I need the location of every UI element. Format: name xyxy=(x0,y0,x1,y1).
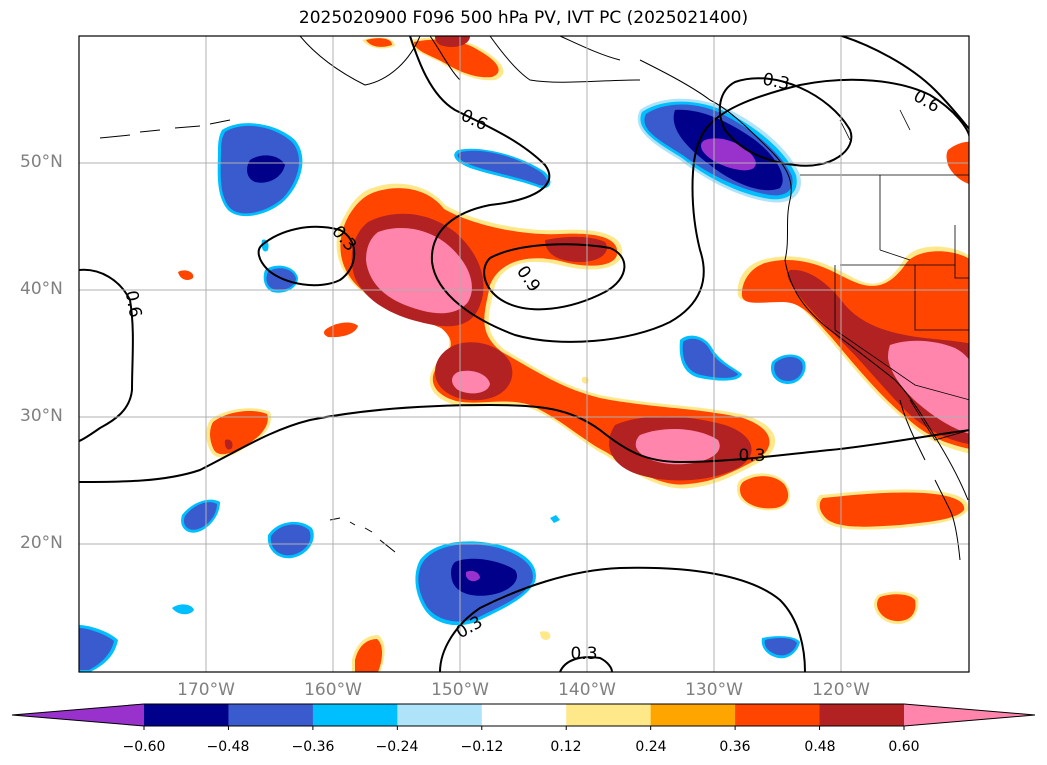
contour-label: 0.3 xyxy=(570,644,597,664)
colorbar-tick-label: −0.60 xyxy=(122,739,166,755)
positive-anomaly-region xyxy=(736,473,969,625)
contour-lines xyxy=(79,36,969,672)
contour-line xyxy=(559,656,613,672)
colorbar-tick-label: −0.12 xyxy=(460,739,504,755)
lon-label: 170°W xyxy=(177,680,235,700)
contour-line xyxy=(257,225,356,287)
colorbar-cell xyxy=(228,704,314,726)
colorbar-extension-low xyxy=(12,704,144,726)
contour-label: 0.6 xyxy=(458,106,491,136)
colorbar-cell xyxy=(144,704,229,726)
colorbar-tick-label: 0.48 xyxy=(804,739,836,755)
gridlines xyxy=(79,36,969,672)
positive-anomaly-region xyxy=(178,36,589,672)
political-border xyxy=(800,109,969,441)
colorbar-cell xyxy=(397,704,483,726)
contour-label: 0.6 xyxy=(121,289,145,319)
contour-label: 0.3 xyxy=(761,70,792,95)
contour-line xyxy=(439,566,806,672)
colorbar-extension-high xyxy=(904,704,1035,726)
colorbar-tick-label: 0.60 xyxy=(888,739,920,755)
colorbar-cell xyxy=(819,704,905,726)
colorbar-cell xyxy=(735,704,821,726)
contour-line xyxy=(79,268,134,442)
contour-line xyxy=(483,243,626,311)
contour-label: 0.9 xyxy=(512,262,544,296)
plot-frame xyxy=(78,35,970,673)
colorbar-tick-label: −0.48 xyxy=(206,739,250,755)
colorbar-tick-label: −0.24 xyxy=(375,739,419,755)
lat-label: 30°N xyxy=(20,406,63,426)
lat-label: 50°N xyxy=(20,152,63,172)
colorbar-cell xyxy=(312,704,398,726)
colorbar-tick-label: −0.36 xyxy=(291,739,335,755)
colorbar-cell xyxy=(566,704,652,726)
contour-label: 0.6 xyxy=(910,86,943,117)
colorbar xyxy=(11,703,1036,730)
colorbar-tick-label: 0.12 xyxy=(550,739,582,755)
lat-label: 20°N xyxy=(20,533,63,553)
contour-label: 0.3 xyxy=(738,446,765,466)
colorbar-tick-label: 0.24 xyxy=(635,739,667,755)
positive-anomaly-region xyxy=(737,141,969,454)
lon-label: 140°W xyxy=(558,680,616,700)
contour-line xyxy=(841,36,969,131)
lon-label: 160°W xyxy=(304,680,362,700)
contour-line xyxy=(718,77,853,167)
map-title: 2025020900 F096 500 hPa PV, IVT PC (2025… xyxy=(298,8,749,28)
colorbar-cell xyxy=(481,704,567,726)
lon-label: 130°W xyxy=(685,680,743,700)
colorbar-tick-label: 0.36 xyxy=(719,739,751,755)
positive-anomaly-region xyxy=(336,183,776,489)
lon-label: 150°W xyxy=(431,680,489,700)
lat-label: 40°N xyxy=(20,279,63,299)
lon-label: 120°W xyxy=(812,680,870,700)
negative-anomaly-region xyxy=(79,98,806,672)
contour-line xyxy=(79,403,969,483)
colorbar-cell xyxy=(650,704,736,726)
colorbar-outline xyxy=(11,703,1036,727)
